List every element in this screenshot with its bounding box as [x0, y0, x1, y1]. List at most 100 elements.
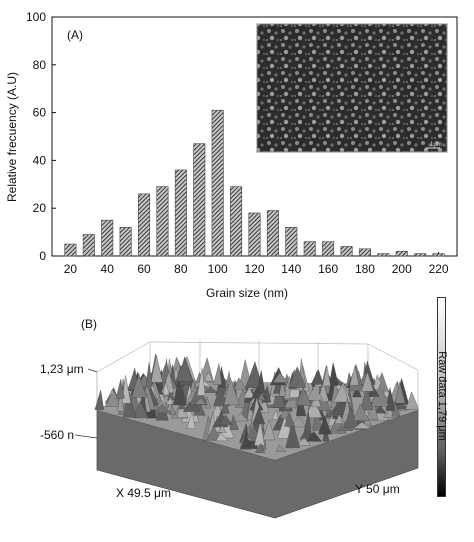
afm-surface-svg: 1,23 μm -560 n X 49.5 μm Y 50 μm (B) [40, 317, 420, 519]
surface-peak [352, 421, 371, 429]
panel-a-letter: (A) [67, 28, 83, 42]
surface-peak [94, 389, 105, 410]
histogram-bar [174, 169, 187, 257]
z-axis-top-label: 1,23 μm [40, 362, 84, 376]
surface-peak [156, 372, 164, 395]
surface-peak [312, 405, 323, 431]
y-tick-label: 20 [33, 201, 47, 215]
histogram-bar [156, 186, 169, 257]
surface-peak [229, 414, 239, 430]
surface-peak [206, 425, 222, 441]
surface-peak [305, 398, 323, 418]
surface-peak [145, 362, 153, 387]
z-axis-tick-bottom [74, 434, 98, 439]
histogram-bar [230, 186, 243, 257]
afm-surface-panel: 1,23 μm -560 n X 49.5 μm Y 50 μm (B) [0, 300, 474, 537]
histogram-bar [303, 241, 316, 257]
histogram-bar [358, 248, 371, 257]
surface-peak [285, 420, 301, 449]
surface-peak [194, 397, 207, 405]
surface-peak [223, 377, 240, 406]
surface-peak [306, 431, 322, 442]
histogram-bar [82, 234, 95, 257]
colorbar-label: Raw data 1,79 μm [436, 351, 448, 441]
surface-peak [218, 414, 233, 426]
x-tick-label: 140 [281, 262, 301, 276]
x-tick-label: 220 [429, 262, 449, 276]
surface-peak [349, 365, 360, 386]
histogram-bar [285, 227, 298, 257]
surface-peak [219, 401, 230, 414]
surface-peak [162, 381, 170, 395]
surface-peak [233, 377, 247, 391]
surface-peak [169, 403, 177, 415]
surface-peak [405, 391, 420, 410]
surface-peak [204, 371, 213, 382]
y-tick-label: 60 [33, 106, 47, 120]
surface-peak [393, 402, 410, 410]
x-tick-label: 100 [208, 262, 228, 276]
surface-peak [215, 432, 229, 442]
surface-peak [165, 396, 173, 405]
surface-peak [197, 367, 206, 396]
sem-scale-bar-label: 1μm [430, 142, 442, 148]
panel-b-letter: (B) [81, 317, 97, 331]
surface-peak [361, 371, 374, 392]
surface-peak [153, 404, 172, 414]
histogram-bar [211, 109, 224, 257]
surface-peak [288, 366, 307, 388]
surface-peak [272, 372, 289, 383]
z-axis-bottom-label: -560 n [40, 428, 74, 442]
y-tick-label: 40 [33, 153, 47, 167]
surface-peak [278, 378, 287, 397]
surface-peak [360, 386, 374, 410]
surface-peak [306, 384, 324, 401]
surface-peak [310, 369, 324, 385]
surface-peak [256, 370, 266, 394]
histogram-bar [377, 253, 390, 257]
surface-peak [295, 386, 312, 406]
histogram-bars [64, 109, 445, 257]
surface-peak [284, 411, 295, 427]
histogram-bar [266, 210, 279, 257]
histogram-bar [193, 143, 206, 257]
surface-peak [275, 444, 286, 452]
surface-peak [150, 355, 163, 383]
surface-peak [132, 400, 149, 419]
surface-peak [254, 420, 265, 446]
height-colorbar [437, 297, 446, 497]
x-tick-label: 200 [392, 262, 412, 276]
surface-peak [296, 437, 311, 446]
x-tick-label: 40 [101, 262, 115, 276]
y-axis-length-label: Y 50 μm [355, 482, 400, 496]
surface-peak [213, 363, 222, 385]
surface-peak [257, 392, 266, 401]
x-axis-length-label: X 49.5 μm [116, 486, 171, 500]
histogram-bar [138, 193, 151, 257]
x-tick-label: 80 [174, 262, 188, 276]
surface-peak [374, 405, 387, 414]
histogram-bar [414, 253, 427, 257]
surface-peak [303, 410, 312, 435]
y-axis-title: Relative frecuency (A.U) [5, 72, 19, 202]
surface-peak [173, 378, 188, 406]
histogram-bar [64, 243, 77, 257]
surface-peak [352, 385, 362, 398]
surface-peaks [94, 353, 420, 453]
surface-peak [318, 415, 332, 435]
surface-peak [186, 411, 196, 429]
x-tick-label: 20 [64, 262, 78, 276]
y-tick-label: 100 [26, 10, 46, 24]
surface-peak [271, 409, 279, 420]
x-tick-label: 120 [244, 262, 264, 276]
surface-peak [352, 403, 370, 421]
surface-peak [333, 382, 350, 403]
surface-peak [117, 390, 125, 412]
y-tick-label: 80 [33, 58, 47, 72]
histogram-bar [340, 246, 353, 257]
surface-peak [322, 365, 331, 387]
y-tick-label: 0 [39, 249, 46, 263]
surface-peak [328, 362, 339, 386]
surface-peak [175, 357, 193, 382]
grain-size-histogram: 0 20 40 60 80 100 20 40 60 80 100 120 140 160 180 200 22… [5, 10, 458, 300]
